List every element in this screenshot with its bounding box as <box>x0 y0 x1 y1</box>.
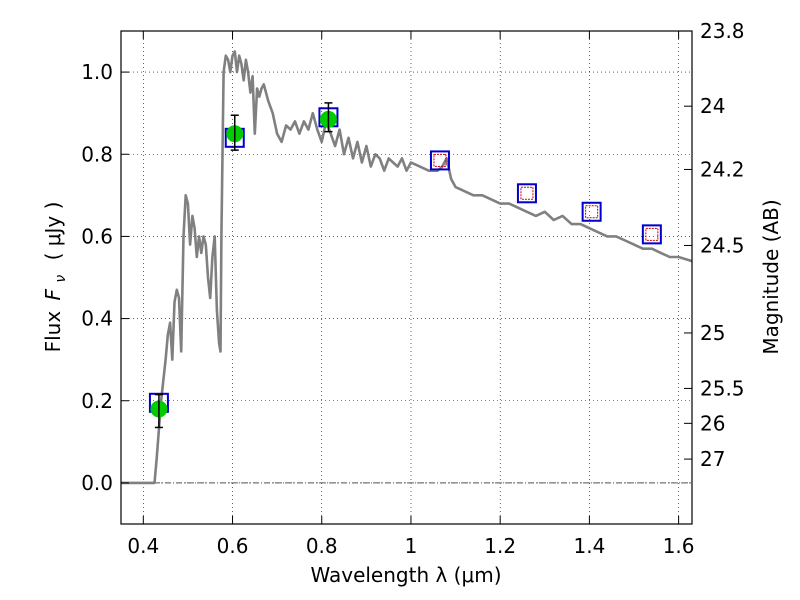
spectrum-line <box>121 50 693 485</box>
svg-text:Flux F ν (: Flux F ν ( μJy ) <box>41 202 70 353</box>
y-axis-label-subscript: ν <box>53 275 69 283</box>
red-square-marker <box>433 153 447 167</box>
x-axis-label: Wavelength λ (μm) <box>310 563 501 587</box>
axis-ticks <box>121 30 692 524</box>
right-tick-label: 25 <box>700 321 725 345</box>
red-square-marker <box>585 205 599 219</box>
x-tick-label: 1.4 <box>573 534 605 558</box>
series-layer <box>121 50 693 485</box>
x-tick-label: 1.2 <box>484 534 516 558</box>
blue-square-marker <box>641 224 662 245</box>
right-tick-label: 24.5 <box>700 233 745 257</box>
red-square-marker <box>645 227 659 241</box>
y-axis-label-prefix: Flux <box>41 304 65 352</box>
x-tick-label: 1.6 <box>663 534 695 558</box>
y-axis-label: Flux F ν ( μJy ) <box>41 202 70 353</box>
right-tick-label: 26 <box>700 411 725 435</box>
y-tick-label: 0.8 <box>81 142 113 166</box>
right-tick-label: 24 <box>700 94 725 118</box>
plot-frame <box>120 30 693 525</box>
x-tick-label: 0.4 <box>127 534 159 558</box>
red-square-marker <box>520 186 534 200</box>
y-tick-label: 0.2 <box>81 389 113 413</box>
y-tick-label: 0.4 <box>81 307 113 331</box>
plot-area <box>120 30 693 525</box>
y-tick-label: 1.0 <box>81 60 113 84</box>
right-tick-label: 23.8 <box>700 19 745 43</box>
plot-background <box>121 31 692 524</box>
right-axis-label: Magnitude (AB) <box>759 199 783 354</box>
y-tick-label: 0.6 <box>81 224 113 248</box>
x-tick-label: 0.8 <box>306 534 338 558</box>
right-tick-label: 24.2 <box>700 157 745 181</box>
blue-square-marker <box>516 183 537 204</box>
right-tick-label: 27 <box>700 447 725 471</box>
y-tick-label: 0.0 <box>81 471 113 495</box>
x-tick-label: 0.6 <box>217 534 249 558</box>
blue-square-marker <box>581 201 602 222</box>
y-axis-label-symbol: F <box>41 288 65 300</box>
right-tick-label: 25.5 <box>700 376 745 400</box>
x-tick-label: 1 <box>405 534 418 558</box>
blue-square-marker <box>429 150 450 171</box>
y-axis-label-unit: ( μJy ) <box>41 202 65 261</box>
